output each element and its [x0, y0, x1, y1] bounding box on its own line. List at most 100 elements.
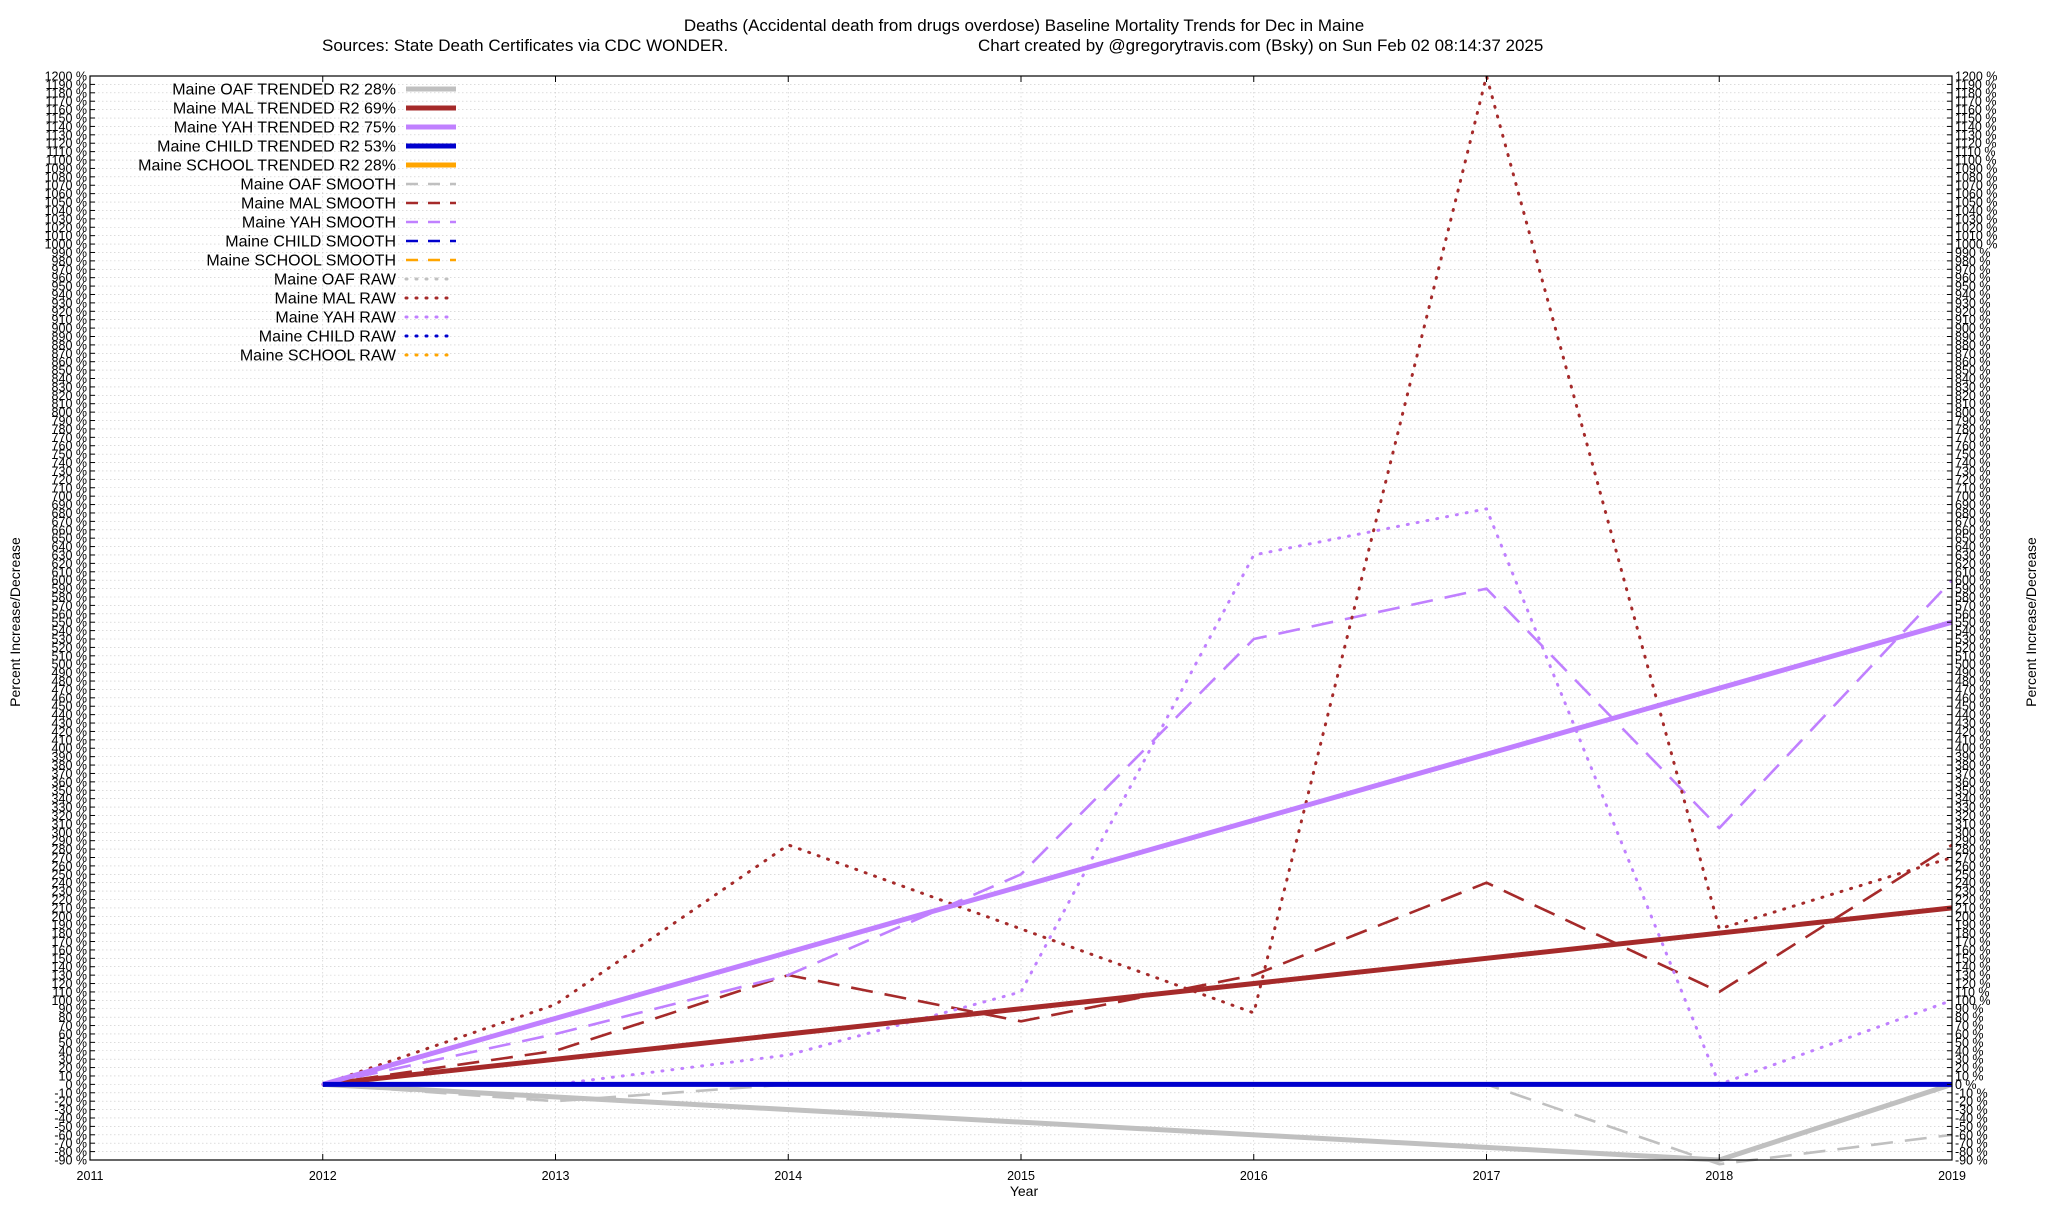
y-tick-label-right: 1130 %	[1955, 128, 1996, 142]
y-tick-label-right: 560 %	[1955, 607, 1990, 621]
y-tick-label-left: 620 %	[52, 557, 87, 571]
legend-entry-label: Maine CHILD SMOOTH	[225, 234, 396, 251]
legend-entry-label: Maine YAH SMOOTH	[242, 215, 396, 232]
y-tick-label-left: 960 %	[52, 271, 87, 285]
y-tick-label-left: 1000 %	[45, 238, 87, 252]
tick-layer: -90 % -90 %-80 % -80 %-70 % -70 %-60 % -60 %…	[45, 70, 1998, 1184]
y-tick-label-left: 590 %	[52, 582, 87, 596]
y-tick-label-right: 10 %	[1955, 1069, 1984, 1083]
y-tick-label-left: 400 %	[52, 742, 87, 756]
y-tick-label-left: 900 %	[52, 322, 87, 336]
y-tick-label-right: 880 %	[1955, 338, 1990, 352]
y-tick-label-right: 470 %	[1955, 683, 1990, 697]
y-tick-label-left: 1020 %	[45, 221, 87, 235]
x-axis-label: Year	[1010, 1183, 1039, 1199]
y-tick-label-left: 360 %	[52, 775, 87, 789]
y-tick-label-right: 840 %	[1955, 372, 1990, 386]
y-tick-label-left: 870 %	[52, 347, 87, 361]
y-tick-label-left: 560 %	[52, 607, 87, 621]
y-tick-label-left: 330 %	[52, 801, 87, 815]
y-tick-label-right: 530 %	[1955, 633, 1990, 647]
y-tick-label-right: 330 %	[1955, 801, 1990, 815]
y-tick-label-right: 680 %	[1955, 506, 1990, 520]
y-tick-label-right: 1060 %	[1955, 187, 1997, 201]
y-tick-label-right: 1070 %	[1955, 179, 1997, 193]
y-tick-label-left: 630 %	[52, 548, 87, 562]
y-tick-label-left: 710 %	[52, 481, 87, 495]
y-tick-label-right: 250 %	[1955, 868, 1990, 882]
y-tick-label-right: 850 %	[1955, 364, 1990, 378]
y-tick-label-right: 190 %	[1955, 918, 1990, 932]
y-tick-label-right: 360 %	[1955, 775, 1990, 789]
y-tick-label-right: 630 %	[1955, 548, 1990, 562]
y-axis-label-right: Percent Increase/Decrease	[2023, 537, 2039, 707]
y-tick-label-left: 640 %	[52, 540, 87, 554]
y-tick-label-left: 190 %	[52, 918, 87, 932]
y-tick-label-right: 60 %	[1955, 1027, 1984, 1041]
y-tick-label-right: 1200 %	[1955, 70, 1997, 84]
y-tick-label-right: 660 %	[1955, 523, 1990, 537]
y-tick-label-left: 260 %	[52, 859, 87, 873]
y-tick-label-right: 1170 %	[1955, 95, 1996, 109]
y-tick-label-right: 690 %	[1955, 498, 1990, 512]
y-tick-label-left: 930 %	[52, 296, 87, 310]
y-tick-label-left: 1030 %	[45, 212, 87, 226]
x-tick-label: 2016	[1240, 1169, 1268, 1183]
y-tick-label-right: 140 %	[1955, 960, 1990, 974]
y-tick-label-left: 20 %	[59, 1061, 88, 1075]
y-tick-label-left: 230 %	[52, 885, 87, 899]
y-tick-label-left: 1140 %	[46, 120, 87, 134]
y-tick-label-right: 1100 %	[1955, 154, 1996, 168]
y-tick-label-left: 830 %	[52, 380, 87, 394]
y-tick-label-right: 710 %	[1955, 481, 1990, 495]
y-tick-label-left: 1120 %	[46, 137, 87, 151]
series-line-yah-smooth	[322, 579, 1953, 1086]
y-tick-label-left: 480 %	[52, 675, 87, 689]
y-tick-label-right: 30 %	[1955, 1053, 1984, 1067]
y-tick-label-left: 60 %	[59, 1027, 88, 1041]
series-line-yah-raw	[321, 507, 1954, 1086]
y-tick-label-left: 380 %	[52, 759, 87, 773]
y-tick-label-left: 730 %	[52, 464, 87, 478]
y-tick-label-left: 220 %	[52, 893, 87, 907]
y-tick-label-right: 370 %	[1955, 767, 1990, 781]
y-tick-label-left: 420 %	[52, 725, 87, 739]
y-tick-label-right: -30 %	[1955, 1103, 1988, 1117]
y-tick-label-right: 890 %	[1955, 330, 1990, 344]
y-tick-label-right: 90 %	[1955, 1002, 1984, 1016]
y-tick-label-right: 590 %	[1955, 582, 1990, 596]
legend-entry-label: Maine OAF SMOOTH	[240, 177, 396, 194]
legend-entry-label: Maine SCHOOL TRENDED R2 28%	[138, 158, 396, 175]
series-line-mal-raw	[321, 74, 1954, 1086]
y-tick-label-left: 980 %	[52, 254, 87, 268]
y-tick-label-left: 460 %	[52, 691, 87, 705]
y-tick-label-left: 660 %	[52, 523, 87, 537]
y-tick-label-left: -60 %	[54, 1128, 87, 1142]
y-tick-label-right: 1000 %	[1955, 238, 1997, 252]
y-tick-label-right: 510 %	[1955, 649, 1990, 663]
y-tick-label-left: 540 %	[52, 624, 87, 638]
y-tick-label-left: -90 %	[54, 1154, 87, 1168]
y-tick-label-right: 80 %	[1955, 1011, 1984, 1025]
y-tick-label-left: 180 %	[52, 927, 87, 941]
y-tick-label-right: 920 %	[1955, 305, 1990, 319]
y-tick-label-right: 600 %	[1955, 574, 1990, 588]
y-tick-label-left: 80 %	[59, 1011, 88, 1025]
y-tick-label-left: 1110 %	[46, 145, 87, 159]
legend-entry-label: Maine MAL SMOOTH	[241, 196, 396, 213]
series-line-yah-trended	[322, 619, 1953, 1087]
y-tick-label-left: 1200 %	[45, 70, 87, 84]
y-tick-label-left: 970 %	[52, 263, 87, 277]
chart-credit-note: Chart created by @gregorytravis.com (Bsk…	[978, 36, 1543, 55]
y-tick-label-left: 440 %	[52, 708, 87, 722]
y-tick-label-left: 500 %	[52, 658, 87, 672]
y-tick-label-right: 720 %	[1955, 473, 1990, 487]
y-tick-label-left: 10 %	[59, 1069, 88, 1083]
y-tick-label-left: 390 %	[52, 750, 87, 764]
y-tick-label-left: 940 %	[52, 288, 87, 302]
y-tick-label-right: 350 %	[1955, 784, 1990, 798]
y-tick-label-right: 150 %	[1955, 952, 1990, 966]
legend-entry-label: Maine OAF RAW	[274, 272, 397, 289]
y-tick-label-right: 740 %	[1955, 456, 1990, 470]
